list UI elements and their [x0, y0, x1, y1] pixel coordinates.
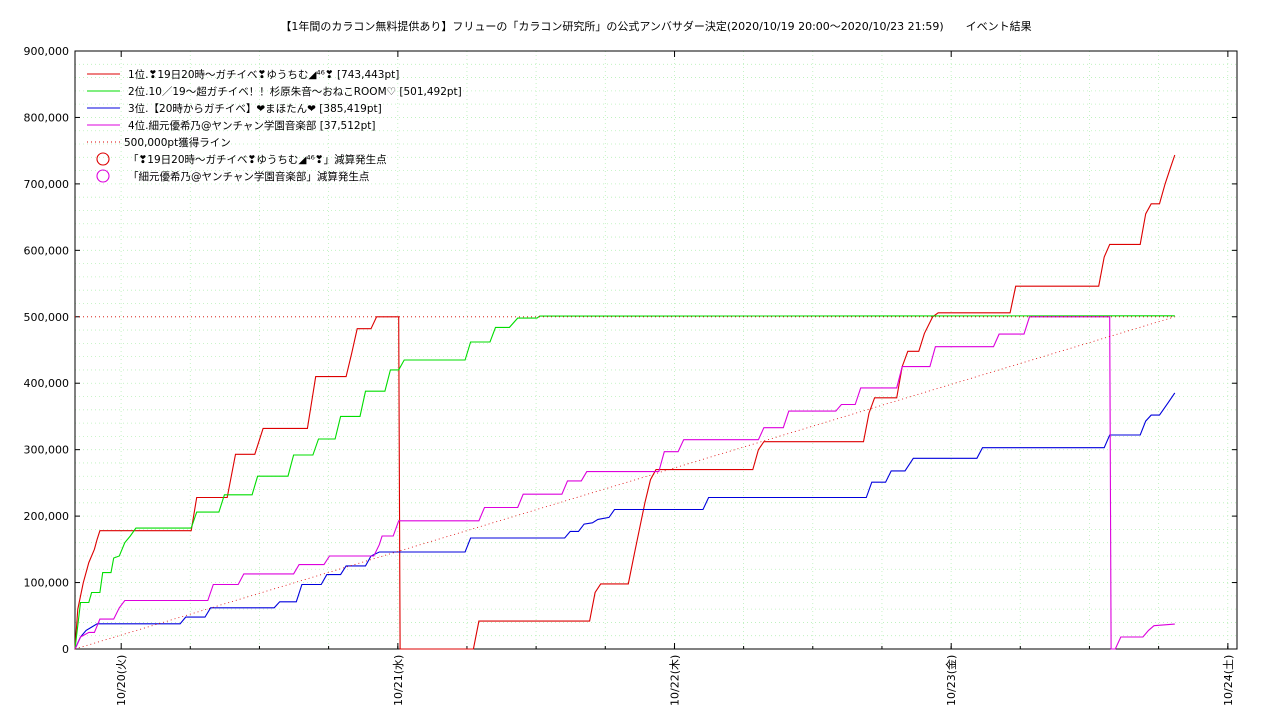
y-tick-label: 400,000	[24, 377, 70, 390]
y-tick-label: 200,000	[24, 510, 70, 523]
series-line	[74, 315, 1175, 650]
series-line	[74, 392, 1176, 650]
grid	[75, 50, 1237, 650]
series-line	[74, 154, 1176, 650]
y-tick-label: 900,000	[24, 45, 70, 58]
y-tick-label: 300,000	[24, 444, 70, 457]
y-tick-label: 500,000	[24, 311, 70, 324]
axes: 0 100,000 200,000 300,000 400,000 500,000 600,…	[24, 45, 1237, 706]
legend-marker-icon	[96, 169, 110, 183]
series-group	[74, 154, 1176, 650]
legend-label: 500,000pt獲得ライン	[124, 136, 231, 149]
y-tick-label: 800,000	[24, 111, 70, 124]
target-line	[74, 316, 1175, 650]
legend-marker-icon	[96, 152, 110, 166]
legend-label: 「❣19日20時〜ガチイベ❣ゆうちむ◢⁴⁶❣」減算発生点	[128, 153, 387, 166]
legend-label: 3位.【20時からガチイベ】❤まほたん❤ [385,419pt]	[128, 102, 382, 115]
plot-frame	[74, 50, 1238, 650]
legend-label: 「細元優希乃@ヤンチャン学園音楽部」減算発生点	[128, 170, 369, 183]
x-tick-label: 10/24(土)	[1222, 655, 1235, 706]
legend-label: 2位.10／19〜超ガチイベ！！杉原朱音〜おねこROOM♡ [501,492pt…	[128, 85, 462, 98]
y-tick-label: 700,000	[24, 178, 70, 191]
x-tick-label: 10/20(火)	[115, 655, 128, 706]
legend-label: 1位.❣19日20時〜ガチイベ❣ゆうちむ◢⁴⁶❣ [743,443pt]	[128, 68, 399, 81]
series-line	[74, 316, 1175, 650]
y-tick-label: 0	[62, 643, 69, 656]
x-tick-label: 10/23(金)	[944, 655, 958, 706]
legend: 1位.❣19日20時〜ガチイベ❣ゆうちむ◢⁴⁶❣ [743,443pt] 2位.1…	[87, 68, 462, 183]
x-tick-label: 10/21(水)	[392, 655, 405, 706]
x-tick-label: 10/22(木)	[669, 655, 682, 706]
y-tick-label: 600,000	[24, 244, 70, 257]
y-tick-label: 100,000	[24, 577, 70, 590]
chart-title: 【1年間のカラコン無料提供あり】フリューの「カラコン研究所」の公式アンバサダー決…	[280, 19, 1031, 33]
legend-label: 4位.細元優希乃@ヤンチャン学園音楽部 [37,512pt]	[128, 119, 375, 132]
